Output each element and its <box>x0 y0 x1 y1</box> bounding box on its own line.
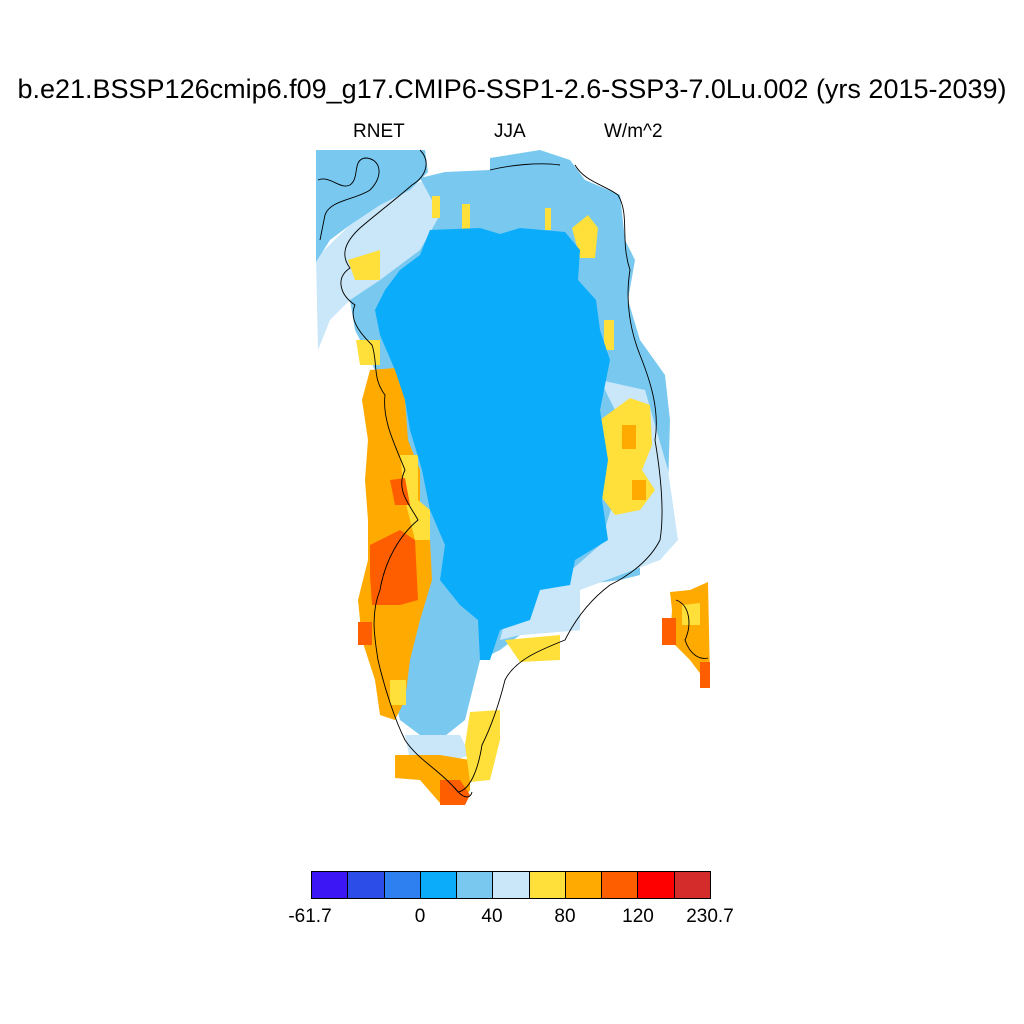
east-yellow-2 <box>572 215 598 258</box>
colorbar-segment-5 <box>493 872 530 898</box>
west-yellow-2 <box>356 340 380 365</box>
colorbar-label-80: 80 <box>554 906 576 927</box>
colorbar-segment-3 <box>420 872 458 898</box>
units-label: W/m^2 <box>604 121 663 142</box>
west-yellow-3 <box>400 455 430 540</box>
colorbar-segment-6 <box>529 872 566 898</box>
north-yellow-1 <box>432 196 440 218</box>
colorbar-label-120: 120 <box>622 906 654 927</box>
colorbar-segment-7 <box>565 872 603 898</box>
south-tip-darkorange <box>440 780 470 805</box>
east-island-yellow <box>682 603 700 625</box>
colorbar-label-max: 230.7 <box>686 906 734 927</box>
west-yellow-4 <box>390 680 406 705</box>
colorbar-label-40: 40 <box>481 906 503 927</box>
west-darkorange-1 <box>370 530 418 605</box>
west-yellow-1 <box>348 250 380 280</box>
season-label: JJA <box>494 121 526 142</box>
colorbar-label-min: -61.7 <box>288 906 332 927</box>
coastline <box>317 149 709 798</box>
colorbar-segment-10 <box>674 872 710 898</box>
west-darkorange-2 <box>358 622 372 645</box>
east-orange-2 <box>632 480 646 500</box>
colorbar <box>311 871 711 899</box>
east-island-red <box>662 618 676 645</box>
colorbar-segment-9 <box>638 872 675 898</box>
colorbar-segment-8 <box>602 872 639 898</box>
colorbar-segment-2 <box>384 872 421 898</box>
colorbar-segment-0 <box>312 872 349 898</box>
south-tip-yellow <box>465 710 500 782</box>
interior-ice <box>375 228 610 660</box>
east-orange-1 <box>622 425 636 449</box>
variable-label: RNET <box>353 121 405 142</box>
colorbar-label-0: 0 <box>414 906 426 927</box>
nw-pale-strip <box>316 178 448 350</box>
colorbar-segment-4 <box>457 872 494 898</box>
north-yellow-2 <box>462 204 470 230</box>
colorbar-segment-1 <box>348 872 385 898</box>
north-yellow-3 <box>545 208 551 230</box>
east-island-red-2 <box>700 662 710 688</box>
se-yellow <box>505 635 560 662</box>
plot-title: b.e21.BSSP126cmip6.f09_g17.CMIP6-SSP1-2.… <box>17 74 1007 104</box>
east-yellow-3 <box>604 320 614 350</box>
nw-light-region <box>316 150 428 262</box>
